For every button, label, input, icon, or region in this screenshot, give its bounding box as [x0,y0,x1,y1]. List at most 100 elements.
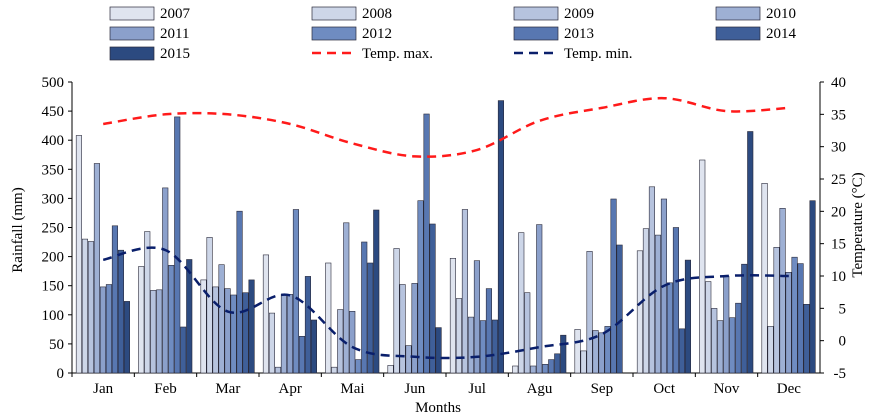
bar-2014-Jan [117,249,124,374]
legend-label: 2012 [362,26,392,42]
bar-2015-Dec [809,200,816,374]
bar-2009-Oct [648,186,656,374]
bar-2011-Mar [224,288,231,374]
bars-layer [75,100,816,374]
legend-swatch [513,26,559,41]
bar-2008-Nov [705,281,712,374]
bar-2009-Mar [212,286,219,374]
bar-2014-Dec [803,303,810,374]
bar-2008-Feb [144,231,151,374]
bar-2010-Oct [654,234,662,374]
legend-label: 2007 [160,6,191,22]
bar-2010-Jan [93,163,100,374]
bar-2007-Sep [574,329,581,374]
legend-swatch [109,26,155,41]
bar-2012-Oct [666,282,674,374]
bar-2015-Agu [560,334,567,374]
bar-2011-Dec [785,271,792,374]
y-tick-label: 150 [42,279,65,295]
bar-2014-Jun [429,223,436,374]
x-tick-label: Mar [215,381,240,397]
bar-2008-Jun [393,248,400,374]
x-tick-label: Dec [777,381,801,397]
bar-2009-Dec [773,247,780,374]
bar-2012-Jan [105,284,112,374]
y-axis-label: Rainfall (mm) [10,187,26,272]
bar-2014-Agu [554,353,561,374]
bar-2015-Feb [186,259,193,374]
y2-tick-label: 0 [839,334,847,350]
x-tick-label: Feb [154,381,177,397]
temperature-lines-layer [102,96,789,360]
x-axis-label: Months [415,400,461,415]
legend-label: 2013 [564,26,594,42]
bar-2011-Jan [99,286,106,374]
bar-2014-Oct [678,328,686,374]
legend-swatch [109,46,155,61]
y2-tick-label: -5 [834,366,847,382]
bar-2013-Apr [298,335,306,374]
y2-tick-label: 10 [831,269,846,285]
x-tick-label: Jul [468,381,486,397]
bar-2007-Mar [200,279,207,374]
bar-2013-Mar [236,210,243,374]
legend-label: Temp. max. [362,46,433,62]
y-tick-label: 200 [42,250,65,266]
bar-2010-Nov [717,320,724,374]
bar-2007-Jan [75,135,82,374]
legend-label: 2015 [160,46,190,62]
bar-2010-Apr [280,294,288,374]
bar-2011-Sep [598,332,605,374]
y2-tick-label: 25 [831,172,846,188]
bar-2013-Jul [485,288,493,374]
bar-2010-Jun [405,345,412,374]
y2-tick-label: 20 [831,204,846,220]
bar-2014-Jul [491,319,499,374]
bar-2014-Mar [242,292,249,374]
x-tick-label: Mai [340,381,364,397]
bar-2012-Mar [230,294,237,374]
bar-2008-Mai [331,366,338,374]
bar-2009-Feb [150,290,157,374]
bar-2013-Dec [797,263,804,374]
bar-2014-Sep [616,244,623,374]
bar-2010-Mar [218,264,225,374]
x-tick-label: Jan [93,381,113,397]
bar-2012-Agu [542,363,549,374]
bar-2013-Jan [111,225,118,374]
x-tick-label: Jun [404,381,425,397]
bar-2013-Oct [672,227,680,374]
y2-tick-label: 35 [831,107,846,123]
bar-2007-Jun [387,365,394,374]
legend-swatch [715,6,761,21]
bar-2012-Sep [604,326,611,374]
tick-labels-layer: 0 50 100 150 200 250 300 350 400 450 500 -5 0 5 10 15 20… [42,75,847,397]
bar-2015-Oct [684,259,692,374]
bar-2013-Mai [361,241,368,374]
bar-2015-Apr [310,319,318,374]
bar-2009-Jul [461,209,469,374]
bar-2009-Nov [711,308,718,374]
legend-swatch [513,6,559,21]
bar-2013-Feb [174,116,181,374]
legend-label: Temp. min. [564,46,633,62]
legend-label: 2008 [362,6,392,22]
bar-2012-Feb [168,264,175,374]
bar-2015-Nov [747,131,754,374]
x-tick-label: Nov [714,381,740,397]
bar-2010-Mai [343,222,350,374]
bar-2015-Jun [435,327,442,374]
bar-2011-Jun [411,283,418,374]
line-temp--min- [102,246,789,360]
bar-2014-Feb [180,326,187,374]
bar-2010-Sep [592,330,599,374]
bar-2007-Oct [636,250,644,374]
bar-2007-Mai [325,262,332,374]
bar-2009-Jun [399,284,406,374]
bar-2008-Mar [206,237,213,374]
bar-2009-Sep [586,251,593,374]
y-tick-label: 350 [42,162,65,178]
legend-swatch [109,6,155,21]
legend-label: 2010 [766,6,796,22]
